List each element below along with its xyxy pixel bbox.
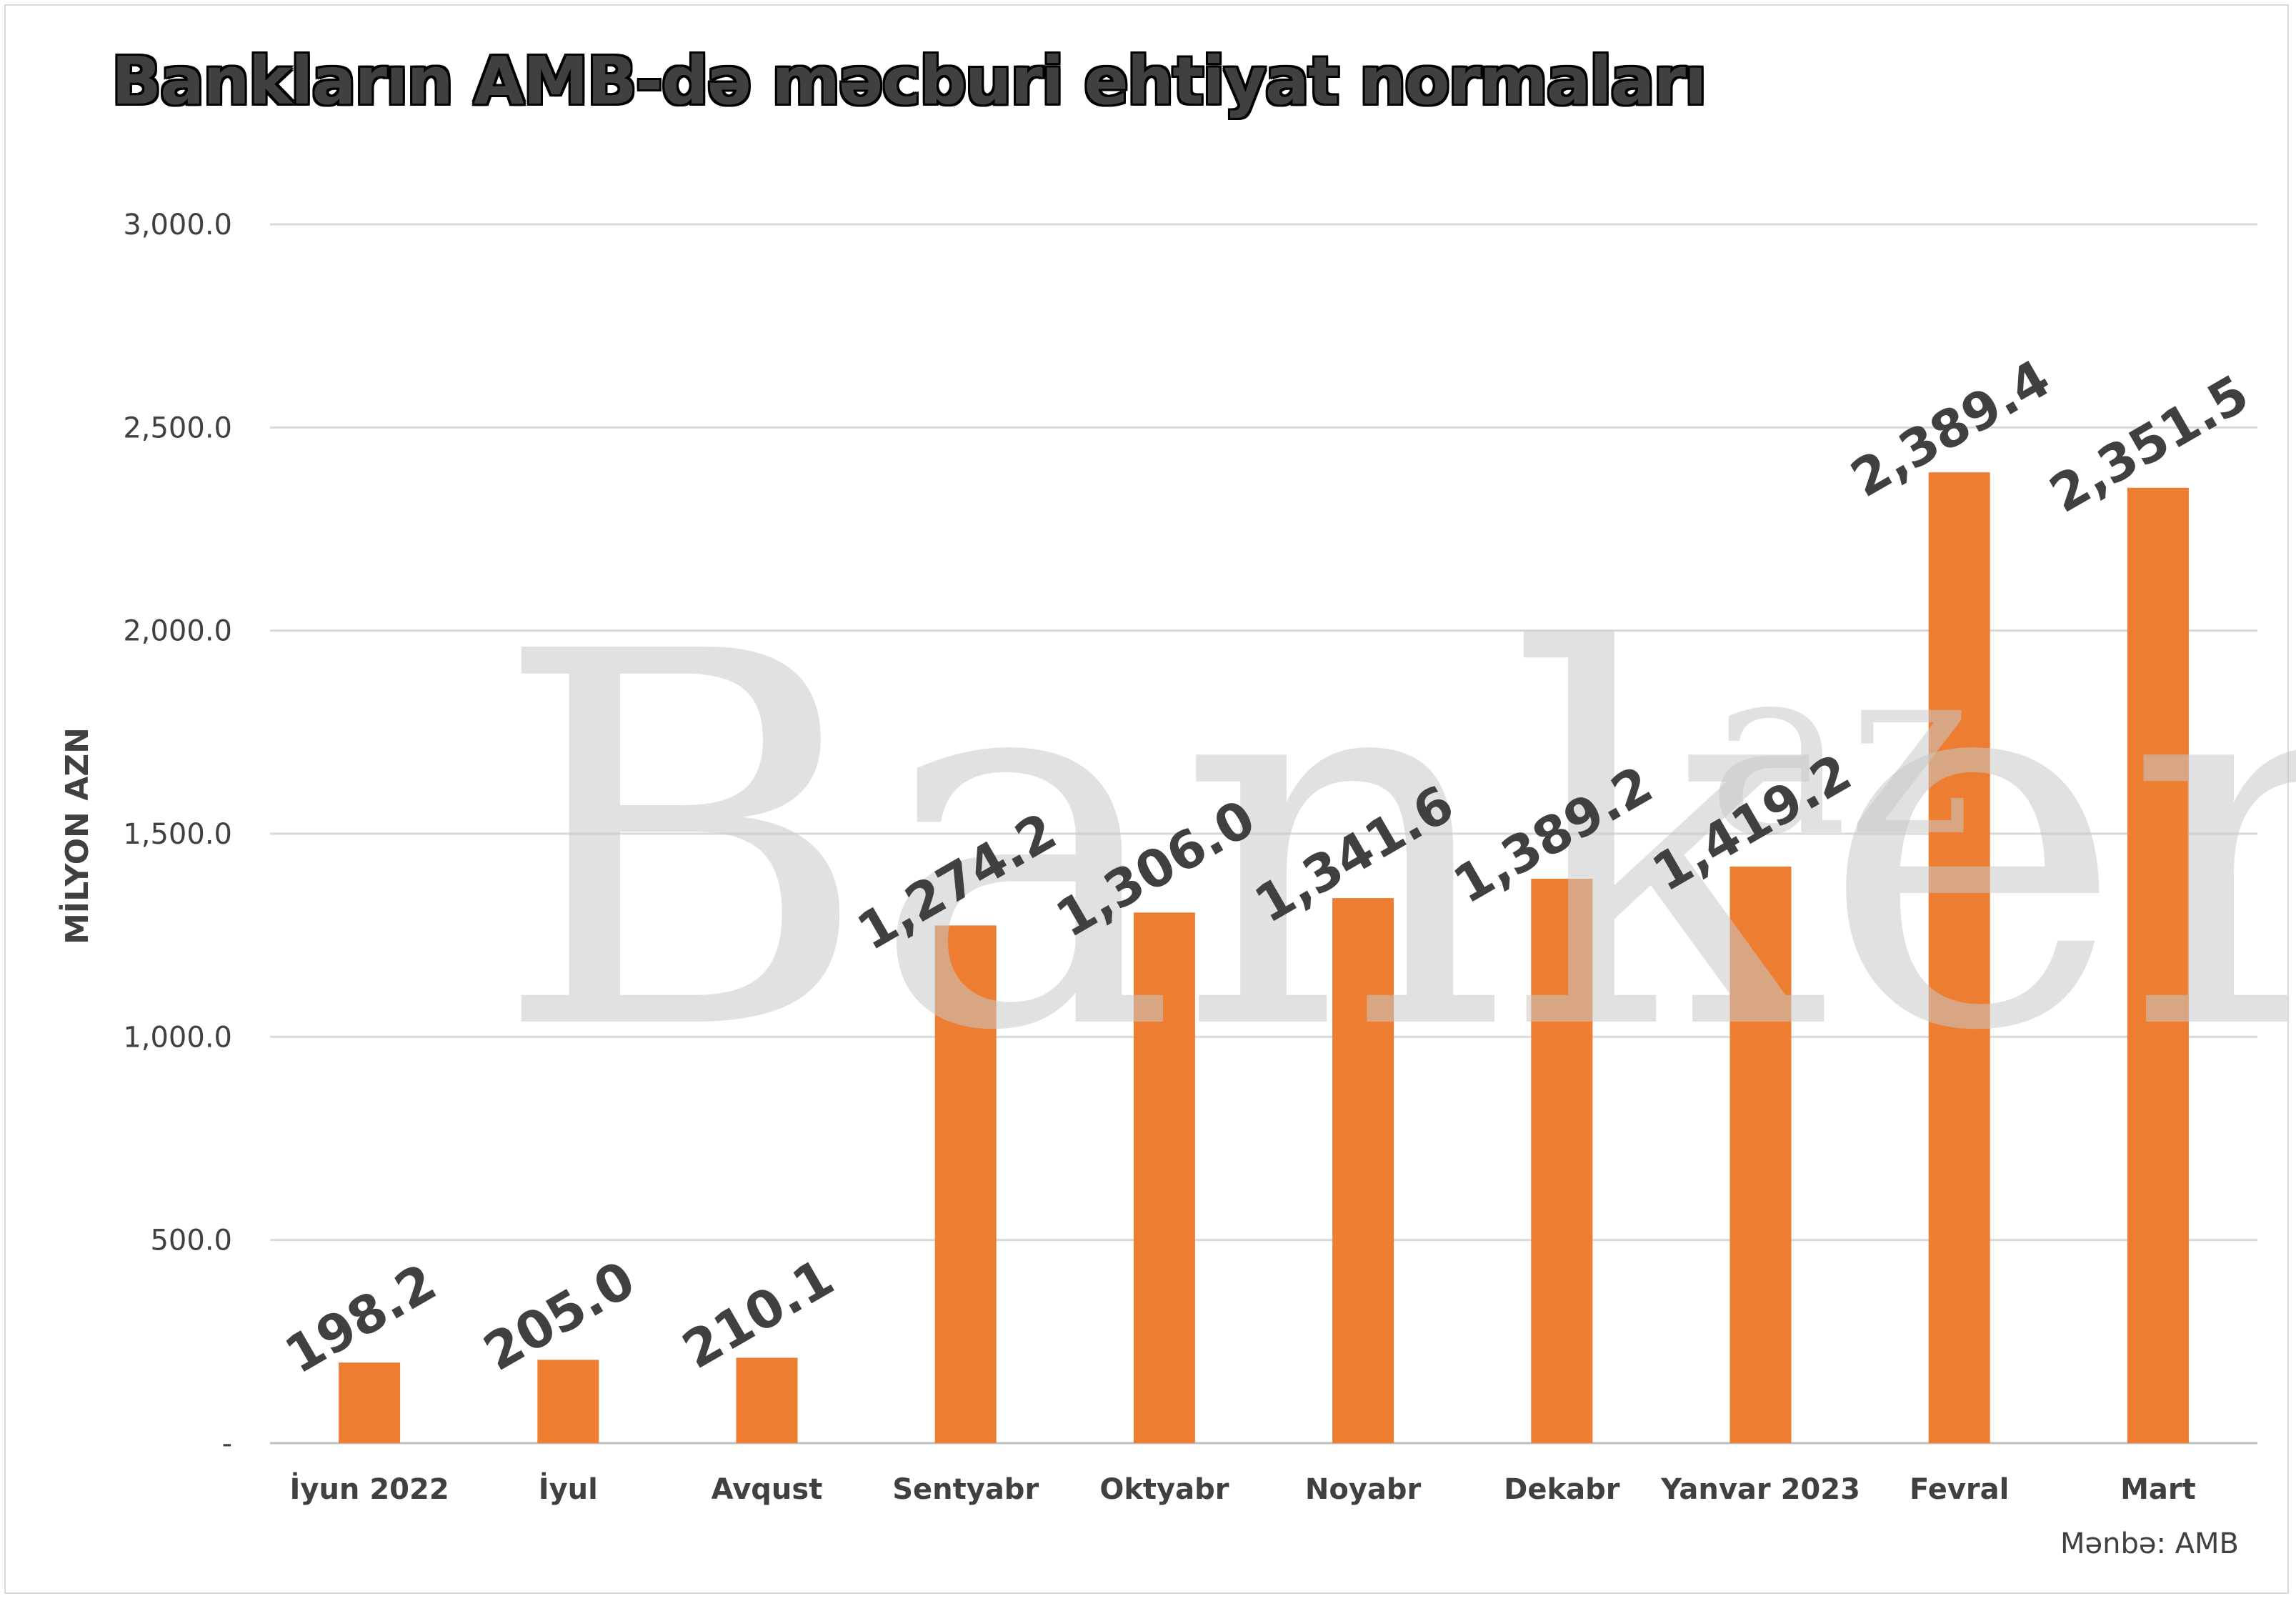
bars bbox=[339, 472, 2189, 1444]
y-tick-label: 2,500.0 bbox=[123, 412, 232, 444]
x-tick-label: Yanvar 2023 bbox=[1660, 1473, 1860, 1506]
gridlines bbox=[270, 223, 2257, 1445]
y-tick-label: 500.0 bbox=[150, 1225, 232, 1257]
bar bbox=[736, 1357, 798, 1443]
chart-title: Bankların AMB-də məcburi ehtiyat normala… bbox=[111, 43, 1707, 119]
x-tick-label: Oktyabr bbox=[1099, 1473, 1229, 1506]
x-tick-label: Sentyabr bbox=[892, 1473, 1039, 1506]
x-tick-label: Fevral bbox=[1910, 1473, 2009, 1506]
x-tick-label: Mart bbox=[2120, 1473, 2196, 1506]
bar bbox=[339, 1362, 401, 1443]
y-axis-ticks: - 500.0 1,000.0 1,500.0 2,000.0 2,500.0 3,000.… bbox=[123, 209, 232, 1460]
watermark-main: Banker bbox=[493, 544, 2296, 1143]
bar bbox=[1133, 912, 1195, 1443]
x-tick-label: İyun 2022 bbox=[290, 1472, 449, 1506]
bar bbox=[1531, 879, 1593, 1443]
x-axis-ticks: İyun 2022 İyul Avqust Sentyabr Oktyabr Noyabr… bbox=[290, 1472, 2196, 1506]
y-tick-label: 2,000.0 bbox=[123, 615, 232, 648]
watermark: Banker az bbox=[493, 544, 2296, 1143]
bar bbox=[2127, 487, 2189, 1444]
y-tick-label: 3,000.0 bbox=[123, 209, 232, 241]
y-tick-label: - bbox=[222, 1427, 232, 1460]
bar bbox=[537, 1360, 599, 1443]
chart-frame bbox=[4, 4, 2289, 1594]
x-tick-label: Avqust bbox=[712, 1473, 823, 1506]
bar bbox=[1332, 898, 1394, 1443]
bar bbox=[934, 925, 997, 1443]
y-tick-label: 1,000.0 bbox=[123, 1021, 232, 1054]
bar bbox=[1928, 472, 1990, 1444]
source-note: Mənbə: AMB bbox=[2060, 1527, 2239, 1560]
x-tick-label: Dekabr bbox=[1504, 1473, 1620, 1506]
watermark-suffix: az bbox=[1707, 614, 1972, 888]
x-tick-label: İyul bbox=[539, 1472, 598, 1506]
bar bbox=[1730, 866, 1792, 1443]
y-axis-label: MİLYON AZN bbox=[58, 727, 96, 944]
x-tick-label: Noyabr bbox=[1305, 1473, 1422, 1506]
y-tick-label: 1,500.0 bbox=[123, 818, 232, 851]
